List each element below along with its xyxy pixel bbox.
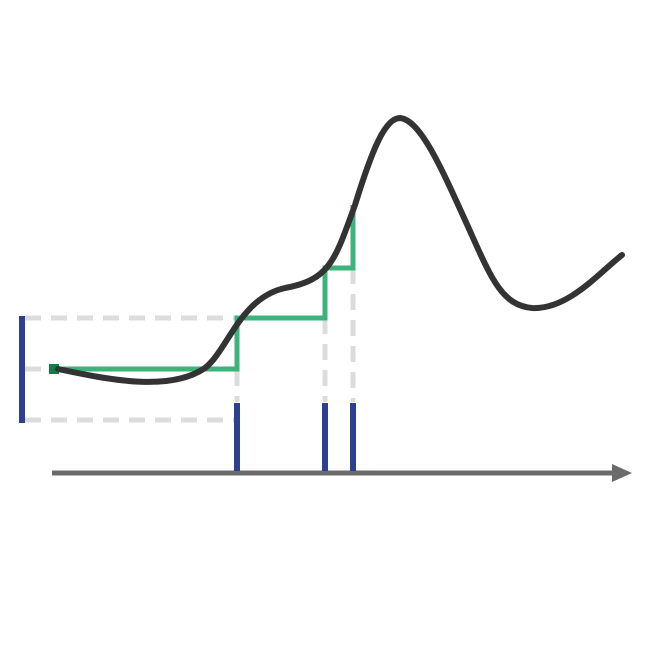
curve [55, 114, 625, 385]
markers [19, 316, 356, 471]
staircase [49, 205, 356, 374]
arrow-right-icon [612, 464, 632, 482]
x-axis [52, 464, 632, 482]
guide-lines [25, 268, 356, 423]
staircase-start-marker [49, 364, 59, 374]
staircase-line [54, 205, 356, 372]
